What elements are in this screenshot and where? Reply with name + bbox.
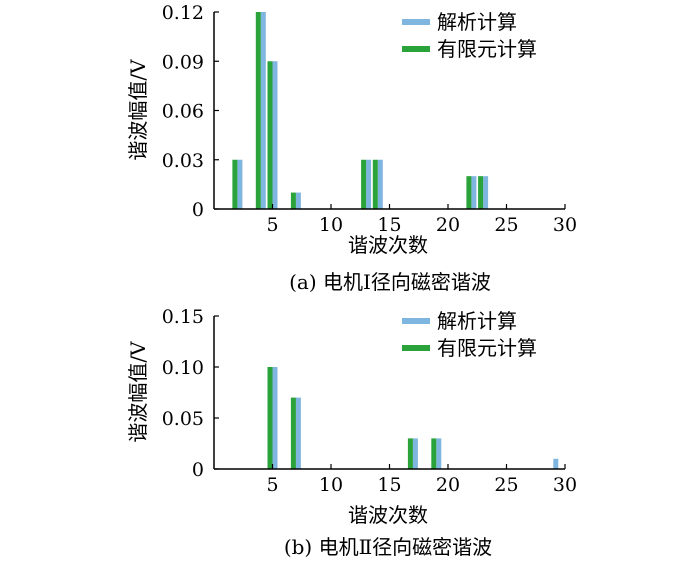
bar-fem [267,61,273,209]
bar-fem [478,176,484,209]
bar-analytic [377,159,383,209]
legend: 解析计算 有限元计算 [402,10,537,61]
y-tick-label: 0.10 [162,357,204,379]
legend-swatch-fem [402,345,430,351]
bar-analytic [483,176,489,209]
bar-group [232,12,489,209]
x-tick-label: 5 [266,214,278,236]
y-tick-label: 0.03 [162,150,204,172]
x-tick-label: 30 [553,474,577,496]
bar-fem [466,176,472,209]
x-tick-label: 15 [377,474,401,496]
legend-swatch-fem [402,46,430,52]
y-tick-label: 0.06 [162,101,204,123]
figure-caption-b: (b) 电机Ⅱ径向磁密谐波 [284,535,492,559]
bar-analytic [366,159,372,209]
bar-analytic [272,61,278,209]
bar-fem [361,159,367,209]
y-tick-label: 0 [192,459,204,481]
bar-fem [255,12,261,209]
bar-analytic [471,176,477,209]
bar-analytic [237,159,243,209]
x-tick-label: 30 [553,214,577,236]
legend-label-analytic: 解析计算 [437,309,517,333]
bar-analytic [436,438,442,469]
y-ticks: 0 0.03 0.06 0.09 0.12 [162,2,219,221]
legend-label-fem: 有限元计算 [437,336,537,360]
y-axis-title: 谐波幅值/V [126,59,150,161]
legend: 解析计算 有限元计算 [402,309,537,360]
x-axis-title: 谐波次数 [348,233,428,257]
x-tick-label: 25 [494,214,518,236]
y-tick-label: 0.12 [162,2,204,24]
x-tick-label: 15 [377,214,401,236]
bar-analytic [553,458,559,469]
bar-analytic [295,397,301,469]
x-tick-label: 10 [319,474,343,496]
bar-group [267,367,559,469]
bar-fem [431,438,437,469]
bar-analytic [295,192,301,209]
x-ticks: 5 10 15 20 25 30 [266,464,577,496]
x-tick-label: 10 [319,214,343,236]
x-tick-label: 25 [494,474,518,496]
y-ticks: 0 0.05 0.10 0.15 [162,306,219,481]
y-tick-label: 0.09 [162,51,204,73]
legend-label-analytic: 解析计算 [437,10,517,34]
bar-fem [290,397,296,469]
x-tick-label: 5 [266,474,278,496]
bar-fem [267,367,273,469]
bar-analytic [272,367,278,469]
y-tick-label: 0 [192,199,204,221]
bar-fem [290,192,296,209]
y-tick-label: 0.15 [162,306,204,328]
chart-panel-b: 5 10 15 20 25 30 0 0.05 0.10 0.15 谐波次数 谐波幅值/V 解析… [126,306,577,559]
figure-caption-a: (a) 电机Ⅰ径向磁密谐波 [289,270,491,294]
legend-swatch-analytic [402,19,430,25]
bar-analytic [412,438,418,469]
bar-fem [407,438,413,469]
chart-panel-a: 5 10 15 20 25 30 0 0.03 0.06 0.09 0.12 谐波次数 谐波幅值/… [126,2,577,294]
bar-fem [232,159,238,209]
y-axis-title: 谐波幅值/V [126,341,150,443]
legend-swatch-analytic [402,318,430,324]
legend-label-fem: 有限元计算 [437,37,537,61]
x-ticks: 5 10 15 20 25 30 [266,204,577,236]
bar-analytic [260,12,266,209]
x-axis-title: 谐波次数 [348,503,428,527]
x-tick-label: 20 [436,474,460,496]
y-tick-label: 0.05 [162,408,204,430]
bar-fem [372,159,378,209]
x-tick-label: 20 [436,214,460,236]
